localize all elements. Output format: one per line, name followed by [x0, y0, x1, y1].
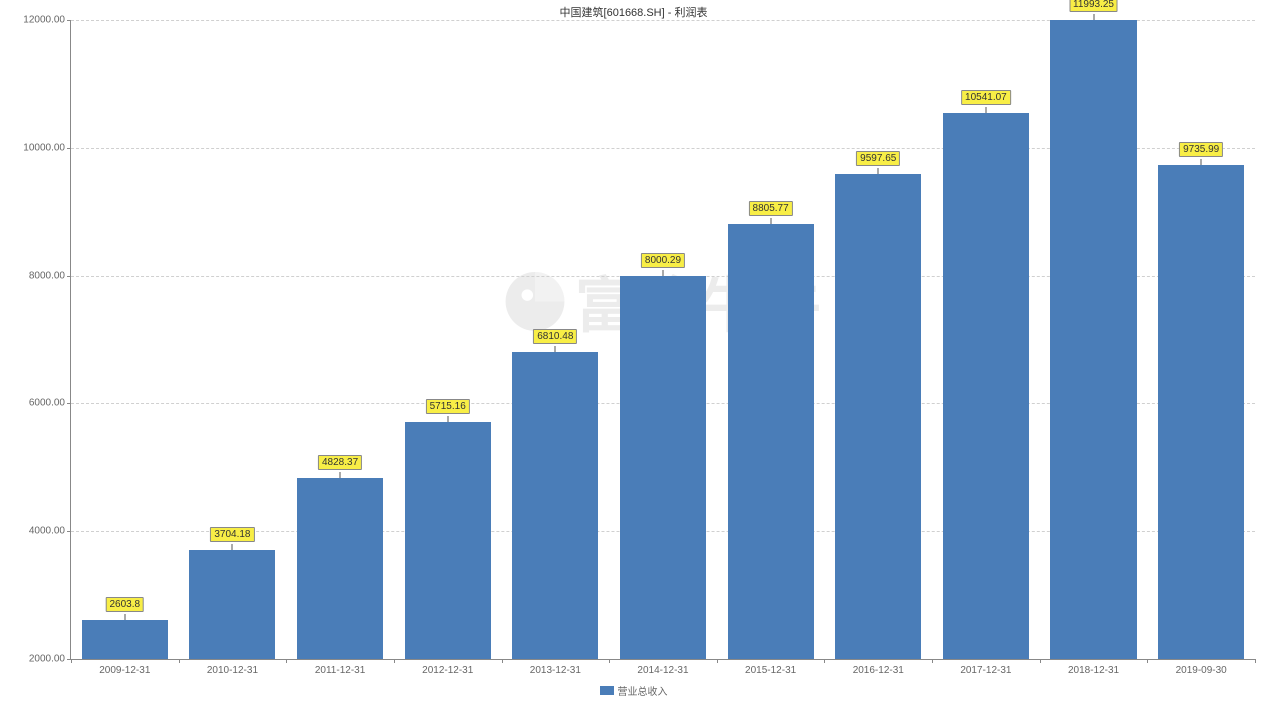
bar: 6810.48 [512, 352, 598, 659]
bar: 9597.65 [835, 174, 921, 659]
bar-slot: 9735.992019-09-30 [1147, 20, 1255, 659]
legend-swatch [600, 686, 614, 695]
y-tick-label: 12000.00 [23, 15, 71, 26]
bar-value-label: 8805.77 [749, 201, 793, 216]
bar-value-label: 11993.25 [1069, 0, 1118, 12]
x-tick-label: 2019-09-30 [1176, 665, 1227, 676]
y-tick-label: 10000.00 [23, 142, 71, 153]
bar: 10541.07 [943, 113, 1029, 659]
bar-whisker [124, 614, 125, 620]
bar-whisker [985, 107, 986, 113]
x-tick-label: 2018-12-31 [1068, 665, 1119, 676]
bar-whisker [1093, 14, 1094, 20]
bar-slot: 8805.772015-12-31 [717, 20, 825, 659]
bar: 8000.29 [620, 276, 706, 659]
bar-whisker [770, 218, 771, 224]
x-tick-sep [824, 659, 825, 663]
bar-whisker [340, 472, 341, 478]
x-tick-label: 2010-12-31 [207, 665, 258, 676]
bar: 4828.37 [297, 478, 383, 659]
x-tick-sep [932, 659, 933, 663]
bar-value-label: 2603.8 [106, 597, 145, 612]
bar-whisker [1201, 159, 1202, 165]
bar-slot: 8000.292014-12-31 [609, 20, 717, 659]
x-tick-label: 2009-12-31 [99, 665, 150, 676]
bar-slot: 11993.252018-12-31 [1040, 20, 1148, 659]
bar-value-label: 10541.07 [961, 90, 1011, 105]
bar-value-label: 4828.37 [318, 455, 362, 470]
x-tick-sep [286, 659, 287, 663]
bar-whisker [555, 346, 556, 352]
bar: 11993.25 [1050, 20, 1136, 659]
bars-group: 2603.82009-12-313704.182010-12-314828.37… [71, 20, 1255, 659]
bar-whisker [662, 270, 663, 276]
bar-slot: 5715.162012-12-31 [394, 20, 502, 659]
bar-value-label: 9597.65 [856, 151, 900, 166]
revenue-bar-chart: 中国建筑[601668.SH] - 利润表 富途牛牛 2000.004000.0… [0, 0, 1267, 704]
x-tick-sep [71, 659, 72, 663]
bar: 5715.16 [405, 422, 491, 659]
x-tick-sep [1147, 659, 1148, 663]
x-tick-sep [1040, 659, 1041, 663]
bar-value-label: 9735.99 [1179, 142, 1223, 157]
x-tick-label: 2014-12-31 [637, 665, 688, 676]
bar-whisker [232, 544, 233, 550]
y-tick-label: 6000.00 [29, 398, 71, 409]
x-tick-sep [179, 659, 180, 663]
plot-area: 富途牛牛 2000.004000.006000.008000.0010000.0… [70, 20, 1255, 660]
legend-label: 营业总收入 [618, 687, 668, 698]
bar-slot: 9597.652016-12-31 [824, 20, 932, 659]
bar-whisker [447, 416, 448, 422]
y-tick-label: 8000.00 [29, 270, 71, 281]
bar: 2603.8 [82, 620, 168, 659]
bar-slot: 4828.372011-12-31 [286, 20, 394, 659]
bar-slot: 10541.072017-12-31 [932, 20, 1040, 659]
x-tick-sep [717, 659, 718, 663]
bar-slot: 2603.82009-12-31 [71, 20, 179, 659]
x-tick-label: 2017-12-31 [960, 665, 1011, 676]
bar: 3704.18 [189, 550, 275, 659]
y-tick-label: 4000.00 [29, 526, 71, 537]
bar-value-label: 5715.16 [426, 399, 470, 414]
x-tick-label: 2011-12-31 [315, 665, 365, 676]
y-tick-label: 2000.00 [29, 654, 71, 665]
bar: 8805.77 [728, 224, 814, 659]
bar-whisker [878, 168, 879, 174]
bar-value-label: 6810.48 [533, 329, 577, 344]
x-tick-label: 2015-12-31 [745, 665, 796, 676]
bar-value-label: 8000.29 [641, 253, 685, 268]
bar-slot: 3704.182010-12-31 [179, 20, 287, 659]
x-tick-label: 2016-12-31 [853, 665, 904, 676]
x-tick-label: 2012-12-31 [422, 665, 473, 676]
x-tick-sep [609, 659, 610, 663]
x-tick-label: 2013-12-31 [530, 665, 581, 676]
bar-slot: 6810.482013-12-31 [502, 20, 610, 659]
x-tick-sep [502, 659, 503, 663]
legend: 营业总收入 [0, 683, 1267, 698]
x-tick-sep [394, 659, 395, 663]
x-tick-sep [1255, 659, 1256, 663]
bar: 9735.99 [1158, 165, 1244, 659]
bar-value-label: 3704.18 [210, 527, 254, 542]
